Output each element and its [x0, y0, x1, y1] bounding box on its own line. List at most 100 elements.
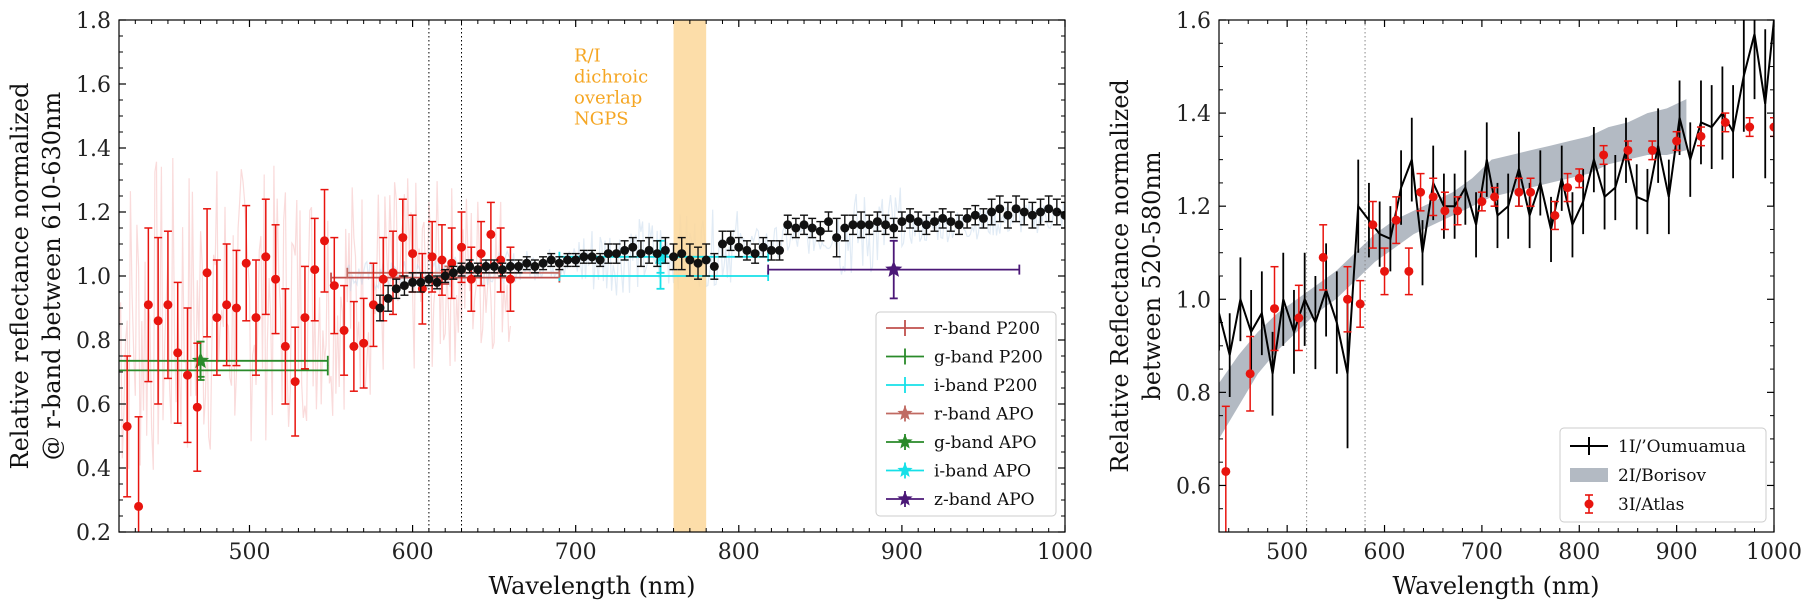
- black-point-18: [522, 256, 532, 271]
- atlas-point-22: [1599, 144, 1609, 166]
- right-ytick-label-5: 1.6: [1176, 9, 1211, 34]
- red-marker-38: [496, 255, 506, 265]
- left-xtick-label-2: 700: [555, 540, 597, 565]
- black-point-66: [913, 211, 923, 232]
- black-marker-81: [1036, 207, 1046, 217]
- right-x-ticks: 500 600 700 800 900 1000: [1228, 20, 1802, 565]
- black-point-54: [815, 220, 825, 242]
- black-point-80: [1027, 201, 1037, 229]
- black-point-26: [587, 249, 597, 264]
- atlas-point-7: [1368, 200, 1378, 249]
- black-marker-72: [962, 213, 972, 223]
- black-marker-54: [815, 226, 825, 236]
- atlas-marker-4: [1318, 252, 1328, 262]
- black-marker-58: [848, 220, 858, 230]
- atlas-marker-24: [1647, 145, 1657, 155]
- left-legend-star-5: [897, 462, 913, 477]
- red-marker-24: [359, 338, 369, 348]
- atlas-point-19: [1550, 200, 1560, 231]
- black-marker-27: [595, 255, 605, 265]
- atlas-marker-28: [1745, 122, 1755, 132]
- red-marker-17: [290, 377, 300, 387]
- left-y-axis-label-line2: @ r-band between 610-630nm: [38, 92, 66, 461]
- black-marker-28: [603, 249, 613, 259]
- right-legend-label-1: 2I/Borisov: [1618, 466, 1707, 486]
- atlas-point-8: [1380, 247, 1390, 296]
- black-marker-45: [742, 245, 752, 255]
- left-ytick-label-5: 1.2: [76, 201, 111, 226]
- left-legend-entry-4: g-band APO: [886, 433, 1037, 453]
- right-legend-box: [1559, 427, 1767, 523]
- left-xtick-label-1: 600: [392, 540, 434, 565]
- left-ytick-label-1: 0.4: [76, 457, 111, 482]
- black-point-72: [962, 208, 972, 229]
- black-point-25: [579, 249, 589, 264]
- atlas-marker-14: [1453, 206, 1463, 216]
- atlas-marker-17: [1514, 187, 1524, 197]
- right-ytick-label-1: 0.8: [1176, 381, 1211, 406]
- photometry-star-6: [885, 260, 903, 277]
- red-marker-0: [122, 421, 132, 431]
- left-ytick-label-2: 0.6: [76, 393, 111, 418]
- atlas-marker-15: [1477, 197, 1487, 207]
- annotation-line-2: overlap: [574, 88, 642, 109]
- black-marker-60: [864, 220, 874, 230]
- black-point-67: [921, 214, 931, 236]
- black-point-51: [791, 217, 801, 239]
- black-marker-7: [432, 277, 442, 287]
- atlas-marker-7: [1368, 220, 1378, 230]
- red-marker-39: [505, 274, 515, 284]
- right-ytick-label-3: 1.2: [1176, 195, 1211, 220]
- left-ytick-label-0: 0.2: [76, 521, 111, 546]
- red-point-27: [388, 230, 398, 316]
- right-ytick-label-0: 0.6: [1176, 474, 1211, 499]
- atlas-point-20: [1563, 172, 1573, 203]
- black-marker-57: [840, 223, 850, 233]
- black-marker-24: [571, 255, 581, 265]
- atlas-marker-19: [1550, 210, 1560, 220]
- black-point-69: [938, 208, 948, 229]
- black-point-11: [465, 259, 475, 274]
- red-point-6: [183, 307, 193, 444]
- atlas-point-24: [1647, 140, 1657, 161]
- black-point-55: [824, 211, 833, 232]
- black-marker-40: [701, 255, 711, 265]
- left-legend-label-5: i-band APO: [934, 462, 1031, 482]
- black-marker-17: [514, 261, 524, 271]
- left-y-ticks: 0.2 0.4 0.6 0.8 1.0 1.2 1.4 1.6 1.8: [76, 9, 1065, 546]
- black-marker-74: [978, 213, 988, 223]
- black-point-49: [775, 240, 785, 261]
- black-point-3: [399, 275, 409, 296]
- atlas-point-13: [1440, 191, 1450, 231]
- black-point-43: [726, 230, 736, 252]
- right-xtick-label-4: 900: [1656, 540, 1698, 565]
- black-marker-4: [408, 277, 418, 287]
- left-legend-entry-3: r-band APO: [886, 405, 1034, 425]
- black-point-0: [375, 294, 385, 322]
- black-point-22: [554, 256, 564, 271]
- left-xtick-label-3: 800: [718, 540, 760, 565]
- right-xtick-label-2: 700: [1461, 540, 1503, 565]
- atlas-point-1: [1245, 335, 1255, 412]
- black-marker-43: [726, 236, 736, 246]
- black-point-4: [408, 272, 418, 293]
- atlas-point-2: [1270, 265, 1279, 352]
- black-marker-6: [424, 274, 434, 284]
- black-point-10: [457, 262, 467, 277]
- atlas-marker-6: [1355, 299, 1365, 309]
- right-legend-entry-1: 2I/Borisov: [1570, 466, 1707, 486]
- red-point-39: [505, 246, 515, 312]
- atlas-point-5: [1343, 265, 1353, 333]
- black-point-77: [1003, 201, 1013, 229]
- red-marker-34: [457, 242, 467, 252]
- black-marker-10: [457, 265, 467, 275]
- red-point-35: [466, 246, 476, 312]
- red-marker-19: [310, 265, 320, 275]
- atlas-marker-2: [1270, 304, 1279, 314]
- black-marker-20: [538, 258, 548, 268]
- black-point-37: [677, 236, 687, 271]
- left-legend-entry-6: z-band APO: [886, 490, 1035, 510]
- black-marker-2: [391, 284, 401, 294]
- black-point-39: [693, 246, 703, 280]
